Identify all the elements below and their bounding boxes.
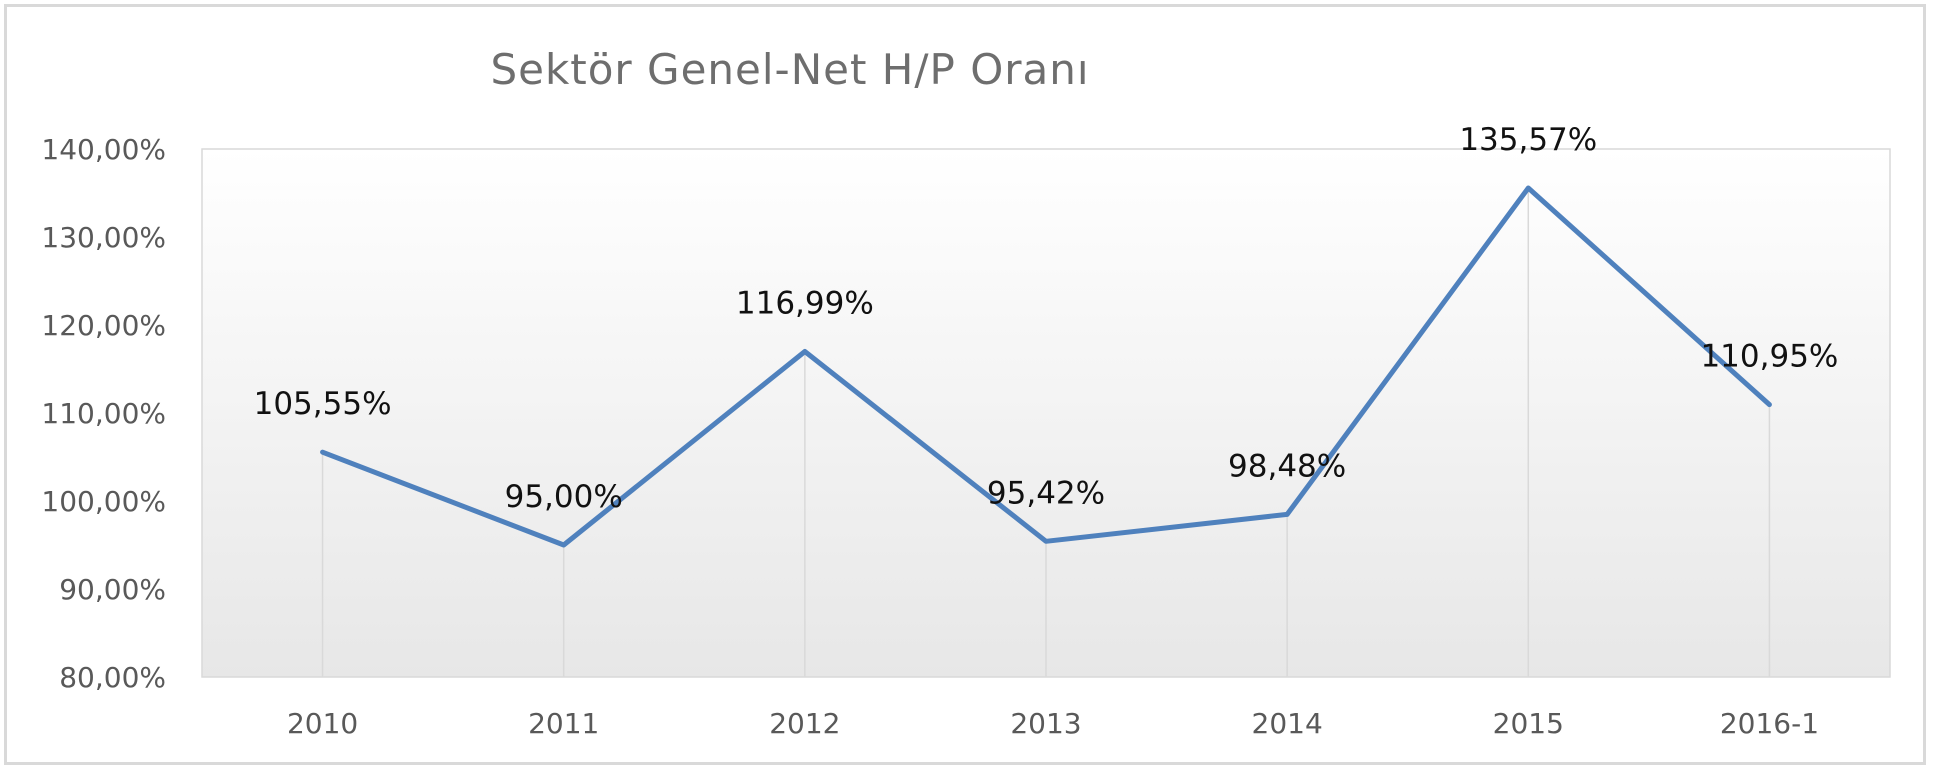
y-tick-label: 100,00% (41, 485, 166, 518)
y-tick-label: 90,00% (59, 573, 166, 606)
x-tick-label: 2016-1 (1720, 707, 1819, 740)
data-label: 98,48% (1228, 448, 1346, 484)
y-tick-label: 80,00% (59, 661, 166, 694)
x-tick-label: 2010 (287, 707, 358, 740)
y-tick-label: 120,00% (41, 309, 166, 342)
x-tick-label: 2013 (1010, 707, 1081, 740)
x-tick-label: 2015 (1493, 707, 1564, 740)
x-tick-label: 2012 (769, 707, 840, 740)
series-line (320, 185, 1772, 548)
y-tick-label: 130,00% (41, 221, 166, 254)
data-label: 135,57% (1459, 122, 1597, 158)
data-label: 95,42% (987, 475, 1105, 511)
data-label: 105,55% (254, 386, 392, 422)
y-tick-label: 140,00% (41, 133, 166, 166)
data-label: 95,00% (505, 479, 623, 515)
y-tick-label: 110,00% (41, 397, 166, 430)
data-label: 116,99% (736, 285, 874, 321)
x-tick-label: 2011 (528, 707, 599, 740)
x-tick-label: 2014 (1252, 707, 1323, 740)
chart-title: Sektör Genel-Net H/P Oranı (490, 45, 1089, 94)
data-label: 110,95% (1700, 339, 1838, 375)
